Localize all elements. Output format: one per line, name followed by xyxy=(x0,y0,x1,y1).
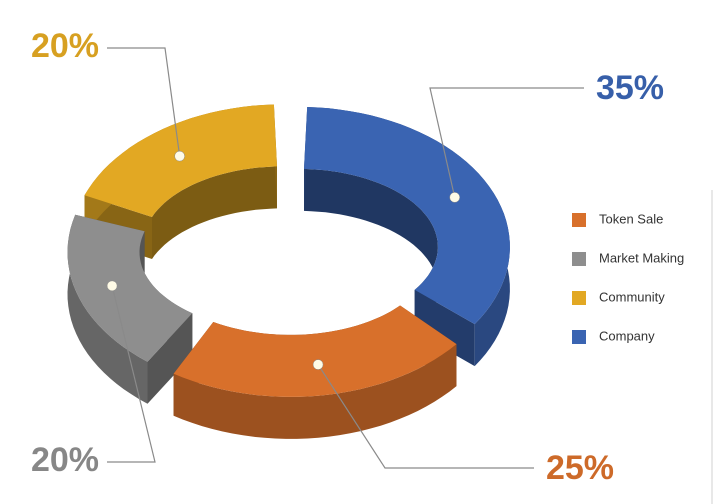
leader-dot xyxy=(449,192,460,203)
value-label: 20% xyxy=(31,27,99,65)
legend-label: Community xyxy=(599,289,665,304)
value-label: 25% xyxy=(546,449,614,487)
leader-dot xyxy=(174,150,185,162)
legend-label: Token Sale xyxy=(599,211,663,226)
value-labels: 25% 20% 20% 35% xyxy=(31,27,664,487)
value-label: 20% xyxy=(31,441,99,479)
outer-wall xyxy=(67,214,148,404)
legend-swatch xyxy=(572,213,586,227)
leader-dot xyxy=(312,359,324,370)
legend-label: Company xyxy=(599,328,655,343)
legend-swatch xyxy=(572,252,586,266)
leader-line xyxy=(107,285,156,463)
end-cap xyxy=(414,289,475,367)
leader-line xyxy=(317,364,534,469)
donut-slice xyxy=(173,305,457,397)
outer-wall xyxy=(173,344,457,439)
donut-tops xyxy=(67,104,510,397)
legend-swatch xyxy=(572,330,586,344)
leader-line xyxy=(429,87,584,198)
legend-swatch xyxy=(572,291,586,305)
inner-wall xyxy=(304,168,438,332)
donut-slice xyxy=(67,214,193,362)
value-label: 35% xyxy=(596,69,664,107)
inner-wall xyxy=(152,166,277,259)
end-cap xyxy=(147,313,193,404)
leader-dot xyxy=(106,280,118,292)
donut-slice xyxy=(304,107,510,325)
legend: Token Sale Market Making Community Company xyxy=(572,211,684,344)
leader-line xyxy=(107,47,181,157)
legend-label: Market Making xyxy=(599,250,684,265)
